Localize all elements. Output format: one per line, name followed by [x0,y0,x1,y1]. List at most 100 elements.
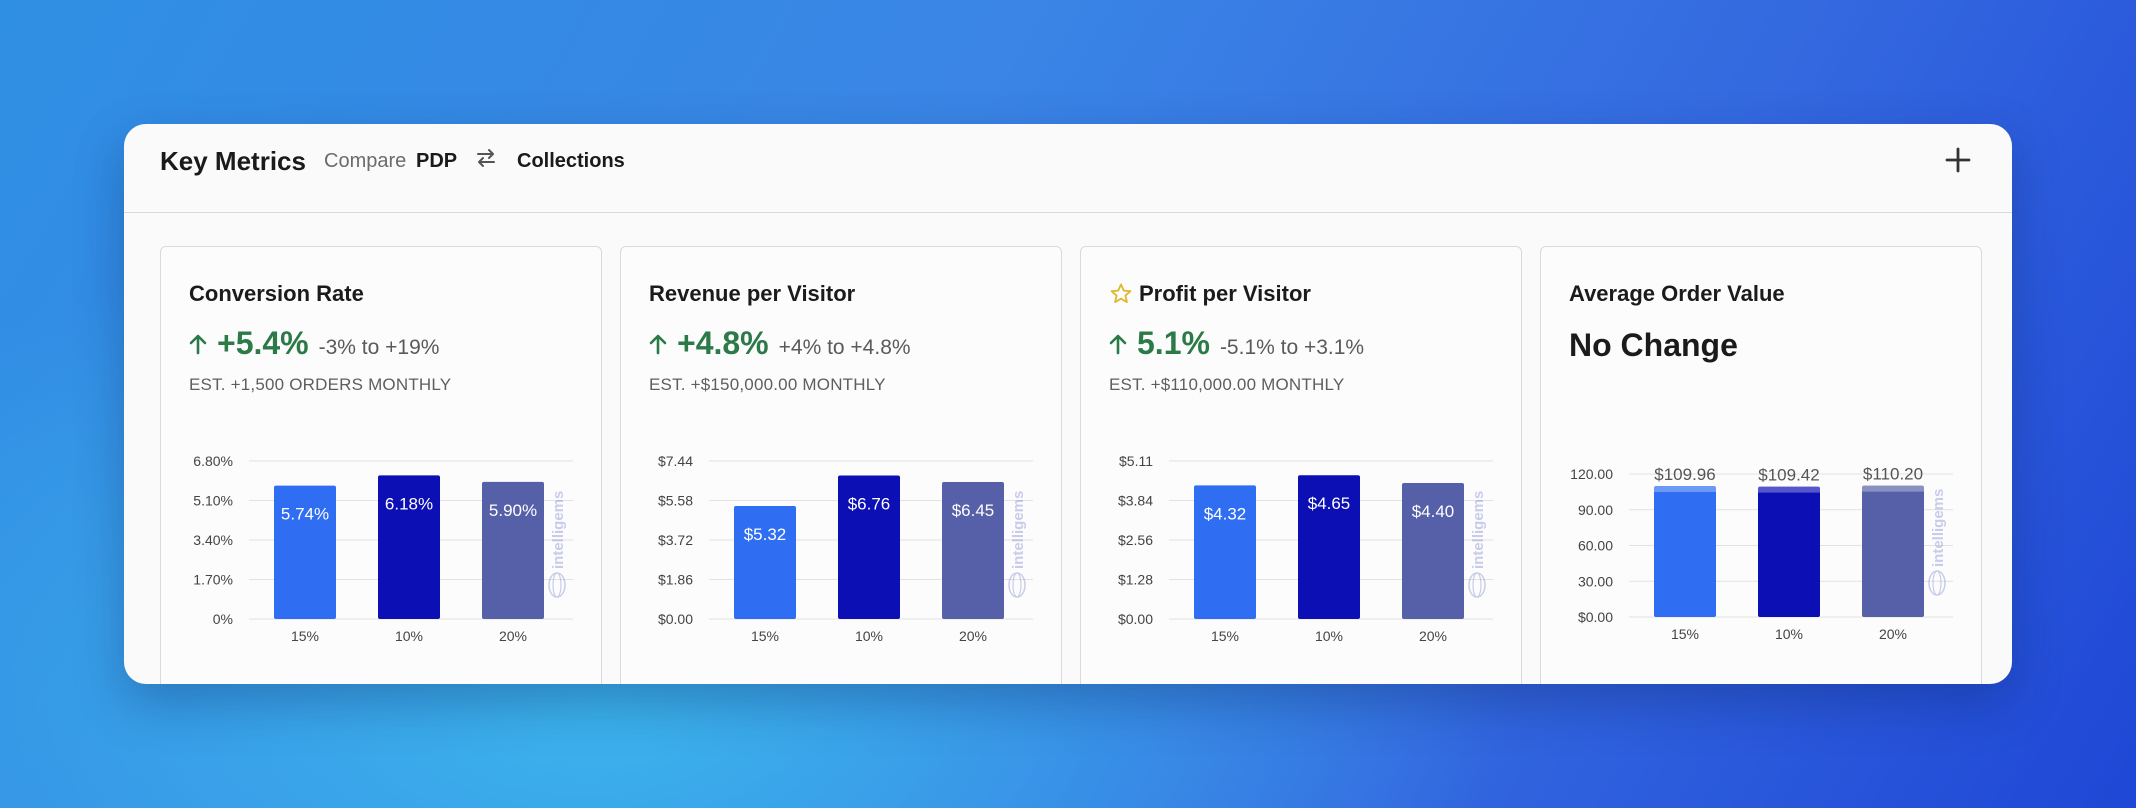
arrow-up-icon [1109,334,1127,354]
svg-text:intelligems: intelligems [550,491,567,569]
svg-text:intelligems: intelligems [1010,491,1027,569]
y-tick-label: $3.72 [658,532,693,548]
bar-cap [1862,485,1924,492]
y-tick-label: 120.00 [1570,466,1613,482]
x-tick-label: 15% [751,628,779,644]
star-icon[interactable] [1109,282,1133,306]
y-tick-label: $5.11 [1119,453,1153,469]
swap-arrows-icon[interactable] [474,146,498,170]
y-tick-label: 90.00 [1578,502,1613,518]
metric-lift: +5.4% [217,325,309,361]
y-tick-label: 6.80% [193,453,233,469]
intelligems-watermark: intelligems [1928,489,1947,596]
card-title: Conversion Rate [189,281,364,306]
arrow-up-icon [649,334,667,354]
bar-15%[interactable] [1654,485,1716,617]
confidence-range: -3% to +19% [318,336,440,359]
bar-20%[interactable] [1402,482,1464,619]
metric-card-profit-per-visitor[interactable]: Profit per Visitor 5.1% -5.1% to +3.1% E… [1080,246,1522,684]
confidence-range: +4% to +4.8% [778,336,911,359]
key-metrics-panel: Key Metrics Compare PDP Collections Conv… [124,124,2012,684]
card-title: Profit per Visitor [1109,281,1311,307]
metric-lift: +4.8% [677,325,769,361]
bar-value-label: $4.40 [1412,502,1455,521]
card-title: Revenue per Visitor [649,281,856,306]
bar-value-label: $4.32 [1204,504,1247,523]
bar-value-label: $110.20 [1863,465,1923,484]
bar-10%[interactable] [1298,475,1360,619]
metric-card-average-order-value[interactable]: Average Order Value No Change $0.00 30.00… [1540,246,1982,684]
x-tick-label: 10% [855,628,883,644]
compare-variant-a[interactable]: PDP [416,150,458,172]
y-tick-label: $2.56 [1118,532,1153,548]
x-tick-label: 15% [291,628,319,644]
y-tick-label: $3.84 [1118,493,1153,509]
x-tick-label: 10% [1315,628,1343,644]
arrow-up-icon [189,334,207,354]
bar-chart: $0.00 30.00 60.00 90.00 120.00 $109.96 15% $109… [1570,465,1953,642]
compare-variant-b[interactable]: Collections [517,150,625,172]
y-tick-label: 1.70% [193,572,233,588]
y-tick-label: $0.00 [658,611,693,627]
bar-value-label: $109.96 [1654,465,1715,484]
x-tick-label: 20% [959,628,987,644]
no-change-status: No Change [1569,327,1738,363]
bar-value-label: $109.42 [1758,466,1819,485]
y-tick-label: $0.00 [1118,611,1153,627]
metric-card-conversion-rate[interactable]: Conversion Rate +5.4% -3% to +19% EST. +… [160,246,602,684]
plus-icon[interactable] [1942,144,1974,176]
y-tick-label: 30.00 [1578,573,1613,589]
y-tick-label: $5.58 [658,493,693,509]
intelligems-watermark: intelligems [548,491,567,598]
x-tick-label: 15% [1211,628,1239,644]
bar-20%[interactable] [482,481,544,619]
svg-text:intelligems: intelligems [1470,491,1487,569]
intelligems-watermark: intelligems [1008,491,1027,598]
monthly-estimate: EST. +$110,000.00 MONTHLY [1109,375,1345,394]
x-tick-label: 20% [1879,626,1907,642]
bar-15%[interactable] [1194,485,1256,619]
card-title: Average Order Value [1569,281,1785,306]
x-tick-label: 10% [1775,626,1803,642]
metric-row: +4.8% +4% to +4.8% [649,325,911,362]
bar-20%[interactable] [1862,485,1924,617]
bar-10%[interactable] [838,475,900,619]
bar-cap [1758,486,1820,493]
y-tick-label: $0.00 [1578,609,1613,625]
bar-cap [1654,485,1716,492]
bar-20%[interactable] [942,482,1004,619]
bar-15%[interactable] [274,485,336,619]
compare-label: Compare [324,150,407,172]
confidence-range: -5.1% to +3.1% [1219,336,1365,359]
page-title: Key Metrics [160,146,306,176]
metric-lift: 5.1% [1137,325,1210,361]
bar-value-label: $6.45 [952,501,995,520]
x-tick-label: 20% [1419,628,1447,644]
y-tick-label: $1.28 [1118,572,1153,588]
bar-value-label: 5.90% [489,501,537,520]
bar-10%[interactable] [378,475,440,619]
bar-chart: $0.00 $1.86 $3.72 $5.58 $7.44 $5.32 15% $6.76 10… [658,453,1033,644]
intelligems-watermark: intelligems [1468,491,1487,598]
panel-header: Key Metrics Compare PDP Collections [124,124,2012,213]
bar-value-label: $6.76 [848,494,891,513]
x-tick-label: 15% [1671,626,1699,642]
bar-15%[interactable] [734,506,796,619]
svg-text:intelligems: intelligems [1930,489,1947,567]
y-tick-label: 3.40% [193,532,233,548]
metric-card-revenue-per-visitor[interactable]: Revenue per Visitor +4.8% +4% to +4.8% E… [620,246,1062,684]
y-tick-label: $1.86 [658,572,693,588]
bar-10%[interactable] [1758,486,1820,617]
monthly-estimate: EST. +$150,000.00 MONTHLY [649,375,886,394]
x-tick-label: 20% [499,628,527,644]
metric-row: +5.4% -3% to +19% [189,325,439,362]
bar-chart: 0% 1.70% 3.40% 5.10% 6.80% 5.74% 15% 6.18% 10% 5.… [193,453,573,644]
bar-value-label: 6.18% [385,494,433,513]
y-tick-label: 60.00 [1578,538,1613,554]
bar-value-label: 5.74% [281,505,329,524]
bar-chart: $0.00 $1.28 $2.56 $3.84 $5.11 $4.32 15% $4.65 10… [1118,453,1493,644]
y-tick-label: $7.44 [658,453,693,469]
metric-row: 5.1% -5.1% to +3.1% [1109,325,1364,362]
x-tick-label: 10% [395,628,423,644]
monthly-estimate: EST. +1,500 ORDERS MONTHLY [189,375,452,394]
